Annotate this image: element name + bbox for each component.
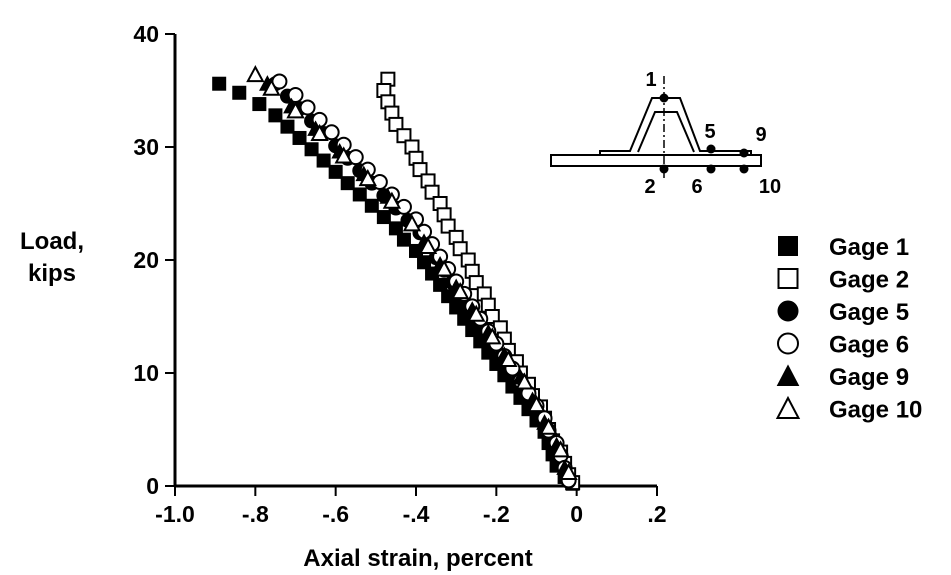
data-point [334,146,353,164]
legend-marker [777,332,799,355]
y-tick-labels: 0 10 20 30 40 [133,21,159,499]
inset-gage-dot-1 [659,93,669,103]
x-tick-label: 0 [570,501,583,527]
legend-label: Gage 2 [829,267,909,294]
data-point [292,130,307,145]
data-point [304,142,319,157]
data-point [434,259,454,277]
y-axis-title-line-1: Load, [20,228,84,255]
data-point [451,282,470,300]
inset-label-gage-1: 1 [645,69,656,91]
data-point [376,210,391,225]
data-point [559,462,578,480]
data-point [268,108,283,123]
data-point [310,123,329,141]
data-point [388,116,404,132]
legend: Gage 1 Gage 2 Gage 5 Gage 6 Gage 9 Gage 10 [775,234,922,424]
x-tick-label: -.6 [322,501,349,527]
data-point [316,153,331,168]
data-point [396,232,411,247]
data-point [352,187,367,202]
data-point [396,128,412,144]
y-tick-label: 30 [133,134,159,160]
data-point [328,164,343,179]
legend-marker [777,268,799,289]
data-point [499,349,518,367]
y-axis-title-line-2: kips [28,260,76,287]
legend-marker [777,300,799,322]
inset-gage-dot-2 [659,164,669,174]
y-tick-label: 0 [146,473,159,499]
legend-label: Gage 6 [829,332,909,359]
data-point [418,236,438,254]
legend-label: Gage 10 [829,397,922,424]
x-tick-label: -1.0 [155,501,195,527]
inset-gage-dot-5 [706,144,716,154]
inset-label-gage-5: 5 [704,121,715,143]
data-point [364,198,379,213]
data-point [483,327,502,345]
inset-label-gage-10: 10 [759,176,781,198]
inset-gage-dot-10 [739,164,749,174]
data-point [452,241,468,257]
data-point [440,218,456,234]
data-point [412,162,428,178]
data-point [252,97,267,112]
data-point [551,440,570,458]
data-point [539,417,558,435]
legend-marker [775,395,801,419]
data-point [388,221,403,236]
x-tick-label: -.2 [483,501,510,527]
axes [173,34,657,488]
x-axis-title: Axial strain, percent [303,545,532,572]
data-point [382,191,402,209]
data-point [246,65,265,83]
data-point [232,85,247,100]
data-point [340,176,355,191]
inset-label-gage-6: 6 [691,176,702,198]
data-point [286,101,305,119]
inset-hat-outer [599,97,752,155]
data-point [280,119,295,134]
data-point [468,275,484,291]
inset-label-gage-2: 2 [644,176,655,198]
y-tick-label: 40 [133,21,159,47]
data-point [323,124,340,141]
y-tick-label: 20 [133,247,159,273]
y-tick-label: 10 [133,360,159,386]
inset-hat-inner [637,111,695,153]
inset-gage-dot-6 [706,164,716,174]
x-tick-labels: -1.0 -.8 -.6 -.4 -.2 0 .2 [155,501,666,527]
data-point [299,99,316,116]
x-tick-label: -.4 [403,501,430,527]
data-point [358,169,377,187]
data-point [515,372,534,390]
inset-gage-dot-9 [739,148,749,158]
inset-diagram [550,76,762,178]
x-tick-label: .2 [647,501,666,527]
legend-label: Gage 9 [829,364,909,391]
legend-label: Gage 5 [829,299,909,326]
series-gage-1 [212,76,580,491]
data-point [527,395,546,413]
legend-marker [778,236,798,256]
data-point [467,304,486,322]
x-ticks [174,486,658,496]
data-points [212,65,581,491]
data-point [212,76,227,91]
x-tick-label: -.8 [242,501,269,527]
series-gage-10 [246,65,578,480]
inset-labels: 1 5 9 2 6 10 [644,69,781,198]
inset-skin [550,154,762,167]
data-point [424,184,440,200]
legend-marker [776,364,800,386]
inset-label-gage-9: 9 [755,124,766,146]
data-point [371,174,388,191]
data-point [402,214,422,232]
legend-label: Gage 1 [829,234,909,261]
data-point [262,78,281,96]
y-ticks [165,33,175,487]
